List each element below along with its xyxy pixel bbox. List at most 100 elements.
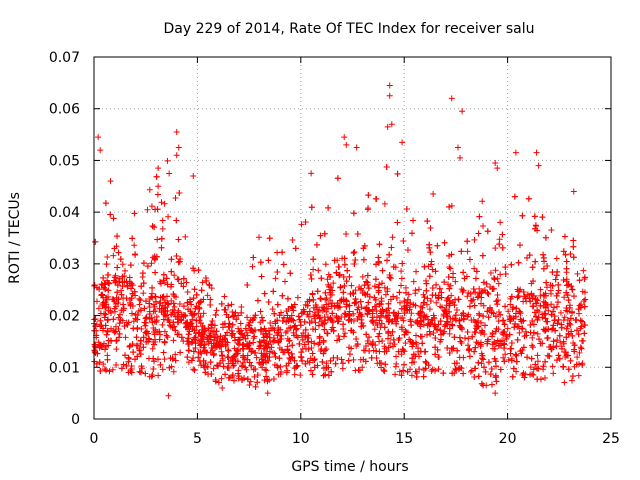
data-point: [512, 351, 519, 358]
data-point: [92, 341, 99, 348]
data-point: [286, 354, 293, 361]
data-point: [533, 222, 540, 229]
data-point: [386, 82, 393, 89]
data-point: [448, 292, 455, 299]
data-point: [131, 210, 138, 217]
data-point: [373, 196, 380, 203]
data-point: [182, 312, 189, 319]
data-point: [106, 368, 113, 375]
data-point: [390, 263, 397, 270]
data-point: [387, 340, 394, 347]
data-point: [542, 315, 549, 322]
data-point: [291, 365, 298, 372]
data-point: [423, 331, 430, 338]
data-point: [475, 340, 482, 347]
data-point: [439, 304, 446, 311]
data-point: [387, 332, 394, 339]
data-point: [374, 321, 381, 328]
data-point: [289, 236, 296, 243]
data-point: [457, 154, 464, 161]
data-point: [453, 360, 460, 367]
data-point: [299, 336, 306, 343]
data-point: [221, 293, 228, 300]
data-point: [466, 256, 473, 263]
data-point: [107, 211, 114, 218]
data-point: [155, 183, 162, 190]
data-point: [280, 261, 287, 268]
data-point: [265, 257, 272, 264]
data-point: [377, 312, 384, 319]
data-point: [507, 301, 514, 308]
data-point: [250, 254, 257, 261]
data-point: [350, 317, 357, 324]
data-point: [128, 285, 135, 292]
data-point: [310, 256, 317, 263]
data-point: [164, 281, 171, 288]
data-point: [411, 359, 418, 366]
data-point: [149, 223, 156, 230]
data-point: [477, 341, 484, 348]
data-point: [447, 265, 454, 272]
data-point: [295, 313, 302, 320]
data-point: [440, 370, 447, 377]
data-point: [158, 235, 165, 242]
data-point: [235, 373, 242, 380]
data-point: [103, 296, 110, 303]
data-point: [564, 316, 571, 323]
data-point: [357, 298, 364, 305]
data-point: [497, 338, 504, 345]
data-point: [205, 371, 212, 378]
data-point: [493, 298, 500, 305]
data-point: [193, 291, 200, 298]
data-point: [322, 261, 329, 268]
data-point: [260, 331, 267, 338]
data-point: [103, 367, 110, 374]
data-point: [141, 305, 148, 312]
data-point: [575, 306, 582, 313]
data-point: [120, 361, 127, 368]
data-point: [381, 324, 388, 331]
data-point: [437, 336, 444, 343]
data-point: [111, 305, 118, 312]
data-point: [279, 249, 286, 256]
data-point: [246, 345, 253, 352]
data-point: [262, 342, 269, 349]
data-point: [395, 348, 402, 355]
data-point: [423, 280, 430, 287]
data-point: [568, 328, 575, 335]
data-point: [427, 298, 434, 305]
data-point: [557, 339, 564, 346]
data-point: [452, 312, 459, 319]
data-point: [497, 366, 504, 373]
data-point: [378, 295, 385, 302]
data-point: [458, 286, 465, 293]
data-point: [348, 282, 355, 289]
data-point: [420, 373, 427, 380]
data-point: [422, 358, 429, 365]
data-point: [213, 328, 220, 335]
data-point: [382, 361, 389, 368]
data-point: [388, 121, 395, 128]
data-point: [163, 312, 170, 319]
data-point: [103, 261, 110, 268]
data-point: [225, 302, 232, 309]
data-point: [516, 329, 523, 336]
data-point: [548, 326, 555, 333]
data-point: [398, 275, 405, 282]
data-point: [506, 331, 513, 338]
data-point: [143, 314, 150, 321]
data-point: [352, 287, 359, 294]
data-point: [168, 268, 175, 275]
data-point: [376, 348, 383, 355]
data-point: [157, 280, 164, 287]
data-point: [339, 360, 346, 367]
data-point: [121, 323, 128, 330]
data-point: [268, 344, 275, 351]
data-point: [570, 293, 577, 300]
data-point: [549, 269, 556, 276]
data-point: [234, 358, 241, 365]
data-point: [305, 313, 312, 320]
data-point: [140, 290, 147, 297]
data-point: [320, 337, 327, 344]
data-point: [257, 308, 264, 315]
